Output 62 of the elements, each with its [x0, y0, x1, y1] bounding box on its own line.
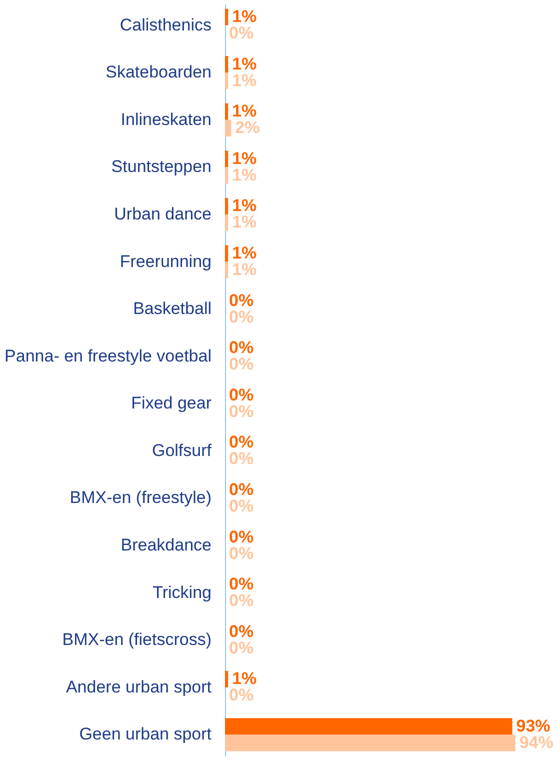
data-label: 0%	[229, 591, 254, 610]
data-label: 0%	[229, 527, 254, 546]
data-label: 93%	[516, 716, 550, 736]
bar	[225, 198, 228, 214]
data-label: 1%	[232, 70, 257, 90]
data-label: 1%	[232, 102, 257, 121]
data-label: 0%	[229, 24, 254, 43]
data-label: 94%	[519, 732, 554, 752]
y-tick-label: BMX-en (freestyle)	[70, 488, 212, 508]
bar	[225, 670, 228, 688]
data-label: 2%	[235, 118, 260, 138]
data-label: 1%	[232, 212, 257, 232]
data-label: 1%	[232, 7, 257, 26]
data-label: 1%	[232, 260, 257, 280]
y-tick-label: Panna- en freestyle voetbal	[4, 346, 212, 366]
bar	[225, 72, 228, 90]
data-label: 0%	[229, 385, 254, 404]
bar	[225, 150, 228, 168]
data-label: 1%	[232, 243, 257, 262]
bar	[225, 262, 228, 278]
data-label: 1%	[232, 165, 257, 184]
y-tick-label: Inlineskaten	[120, 110, 212, 129]
data-label: 0%	[229, 622, 254, 641]
y-tick-label: Urban dance	[114, 204, 212, 224]
bar	[225, 718, 512, 735]
bar	[225, 120, 232, 136]
bar	[225, 167, 228, 184]
data-label: 0%	[229, 338, 254, 358]
data-label: 0%	[229, 574, 254, 594]
data-label: 0%	[229, 402, 254, 421]
y-tick-label: Geen urban sport	[79, 724, 212, 744]
y-tick-label: Breakdance	[120, 536, 212, 555]
data-label: 0%	[229, 290, 254, 310]
y-tick-label: Andere urban sport	[66, 677, 212, 696]
data-label: 0%	[229, 432, 254, 452]
data-label: 1%	[232, 196, 257, 216]
bar	[225, 8, 228, 26]
y-tick-label: BMX-en (fietscross)	[62, 630, 212, 650]
y-tick-label: Freerunning	[120, 252, 212, 271]
y-tick-label: Basketball	[133, 299, 212, 318]
data-label: 0%	[229, 449, 254, 468]
bar	[225, 103, 228, 120]
data-label: 0%	[229, 544, 254, 563]
bar	[225, 214, 228, 232]
data-label: 0%	[229, 638, 254, 658]
data-label: 1%	[232, 669, 257, 688]
y-tick-label: Fixed gear	[131, 394, 212, 413]
data-label: 1%	[232, 148, 257, 168]
data-label: 0%	[229, 480, 254, 499]
data-label: 0%	[229, 686, 254, 705]
y-tick-label: Stuntsteppen	[111, 157, 212, 176]
data-label: 0%	[229, 307, 254, 326]
data-label: 0%	[229, 354, 254, 374]
data-label: 1%	[232, 54, 257, 74]
y-tick-label: Skateboarden	[106, 62, 212, 82]
bar	[225, 245, 228, 262]
bar	[225, 56, 228, 73]
bar	[225, 734, 516, 752]
data-label: 0%	[229, 496, 254, 516]
y-tick-label: Golfsurf	[152, 440, 212, 460]
y-tick-label: Tricking	[152, 582, 212, 602]
y-tick-label: Calisthenics	[120, 15, 212, 34]
